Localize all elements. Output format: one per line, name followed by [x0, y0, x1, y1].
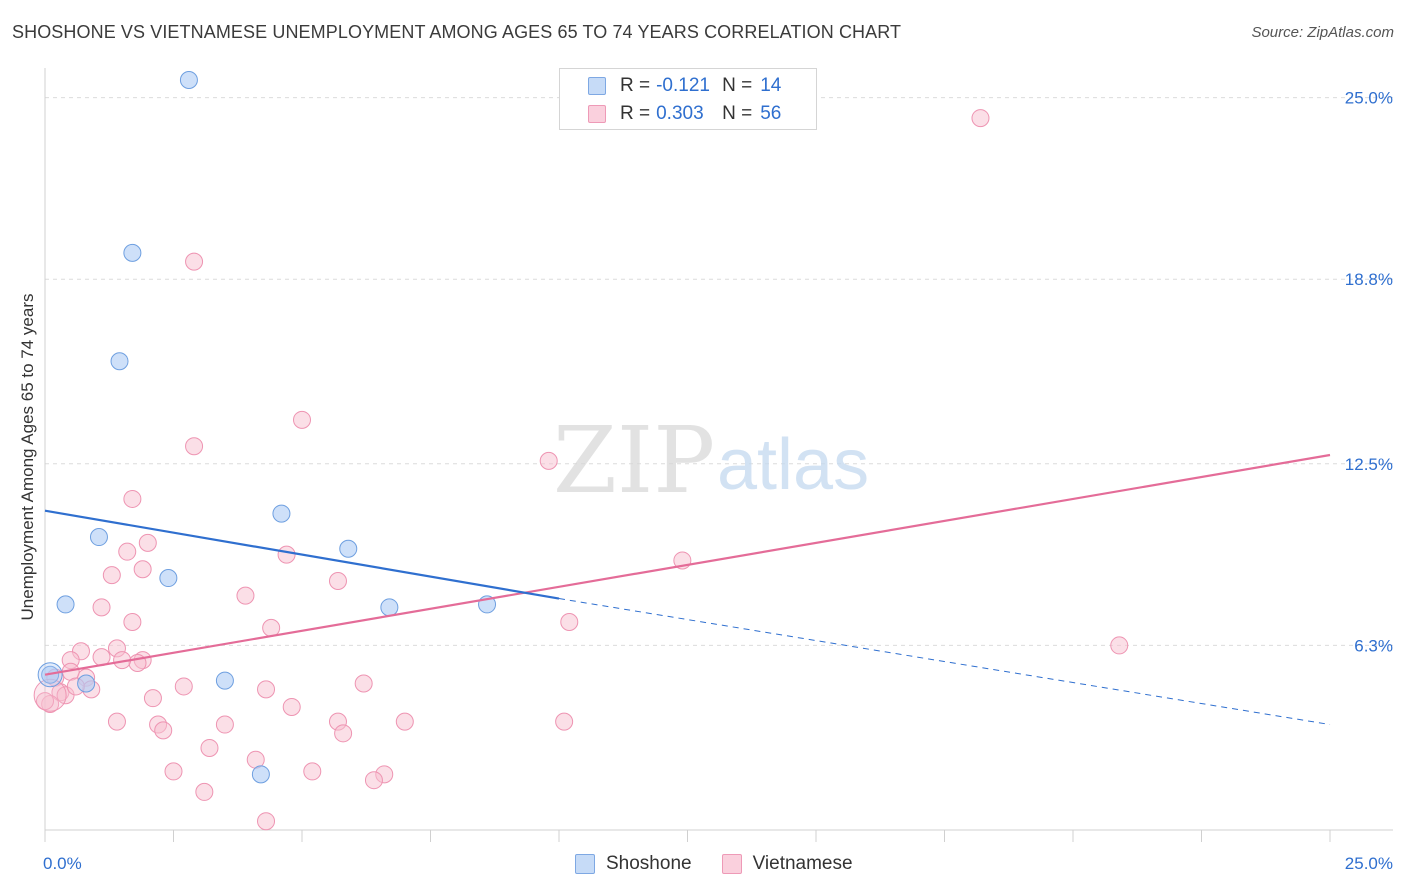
shoshone-swatch	[575, 854, 595, 874]
y-tick-label: 25.0%	[1345, 89, 1393, 108]
vietnamese-point	[143, 689, 162, 708]
vietnamese-point	[200, 738, 219, 757]
watermark-zip: ZIP	[553, 407, 715, 514]
vietnamese-point	[133, 560, 152, 579]
shoshone-point	[179, 71, 198, 89]
vietnamese-point	[36, 692, 54, 711]
vietnamese-point	[334, 724, 353, 743]
vietnamese-point	[164, 762, 183, 781]
vietnamese-point	[257, 680, 276, 699]
legend-row-shoshone: R = -0.121 N = 14	[588, 74, 781, 98]
shoshone-legend-label: Shoshone	[606, 853, 692, 874]
legend-swatch-shoshone	[588, 77, 606, 95]
legend-n-label: N =	[722, 103, 753, 124]
legend-r-label: R =	[620, 75, 651, 96]
vietnamese-point	[293, 410, 311, 429]
legend-r-value: -0.121	[656, 75, 710, 96]
vietnamese-point	[303, 762, 322, 781]
vietnamese-point	[118, 542, 137, 561]
vietnamese-point	[107, 712, 126, 731]
vietnamese-point	[195, 782, 214, 801]
vietnamese-point	[539, 451, 558, 470]
vietnamese-point	[277, 545, 296, 564]
y-tick-label: 12.5%	[1345, 455, 1393, 474]
shoshone-trend-line	[44, 509, 560, 600]
vietnamese-points	[33, 109, 1129, 831]
series-legend-vietnamese[interactable]: Vietnamese	[721, 853, 853, 875]
shoshone-point	[89, 528, 108, 547]
vietnamese-point	[92, 598, 111, 617]
vietnamese-point	[138, 533, 157, 552]
x-tick-label: 25.0%	[1345, 854, 1393, 873]
vietnamese-point	[215, 715, 234, 734]
vietnamese-swatch	[721, 854, 742, 874]
series-legend-shoshone[interactable]: Shoshone	[575, 853, 692, 875]
watermark: ZIP atlas	[553, 407, 869, 514]
tick-labels: 6.3% 12.5% 18.8% 25.0% 0.0% 25.0%	[43, 89, 1393, 873]
legend-n-label: N =	[722, 75, 753, 96]
legend-r-value: 0.303	[656, 103, 704, 124]
shoshone-point	[251, 765, 270, 784]
vietnamese-point	[185, 437, 204, 456]
vietnamese-point	[257, 812, 276, 831]
shoshone-point	[77, 674, 96, 693]
shoshone-points	[37, 71, 497, 784]
gridlines	[45, 97, 1393, 646]
vietnamese-point	[185, 252, 204, 271]
vietnamese-legend-label: Vietnamese	[752, 853, 853, 874]
vietnamese-point	[364, 771, 383, 790]
vietnamese-point	[102, 566, 121, 585]
legend-swatch-vietnamese	[588, 105, 606, 123]
shoshone-point	[380, 598, 399, 617]
vietnamese-point	[555, 712, 574, 731]
vietnamese-point	[354, 674, 373, 693]
vietnamese-point	[123, 612, 142, 631]
legend-row-vietnamese: R = 0.303 N = 56	[588, 102, 781, 126]
shoshone-point	[339, 539, 358, 558]
watermark-atlas: atlas	[717, 425, 869, 505]
shoshone-point	[159, 569, 178, 588]
correlation-legend: R = -0.121 N = 14 R = 0.303 N = 56	[559, 68, 817, 130]
vietnamese-point	[123, 489, 142, 508]
vietnamese-point	[262, 618, 281, 637]
vietnamese-point	[282, 697, 301, 716]
vietnamese-point	[971, 109, 990, 128]
vietnamese-point	[1110, 636, 1129, 655]
shoshone-point	[123, 243, 142, 262]
chart-title: SHOSHONE VS VIETNAMESE UNEMPLOYMENT AMON…	[12, 22, 902, 42]
shoshone-point	[56, 595, 75, 614]
y-tick-label: 6.3%	[1354, 636, 1393, 655]
legend-n-value: 14	[760, 75, 782, 96]
legend-n-value: 56	[760, 103, 782, 124]
shoshone-point	[272, 504, 291, 523]
shoshone-trend-extension	[558, 598, 1331, 726]
vietnamese-point	[560, 612, 579, 631]
legend-r-label: R =	[620, 103, 651, 124]
vietnamese-point	[328, 571, 347, 590]
vietnamese-point	[154, 721, 173, 740]
vietnamese-point	[236, 586, 255, 605]
vietnamese-point	[174, 677, 193, 696]
vietnamese-point	[395, 712, 414, 731]
trend-lines	[44, 453, 1331, 726]
y-tick-label: 18.8%	[1345, 270, 1393, 289]
vietnamese-trend-line	[44, 453, 1331, 676]
shoshone-point	[215, 671, 234, 690]
x-tick-label: 0.0%	[43, 854, 82, 873]
source-label: Source: ZipAtlas.com	[1251, 24, 1394, 41]
shoshone-point	[110, 352, 129, 371]
series-legend: Shoshone Vietnamese	[575, 851, 883, 877]
